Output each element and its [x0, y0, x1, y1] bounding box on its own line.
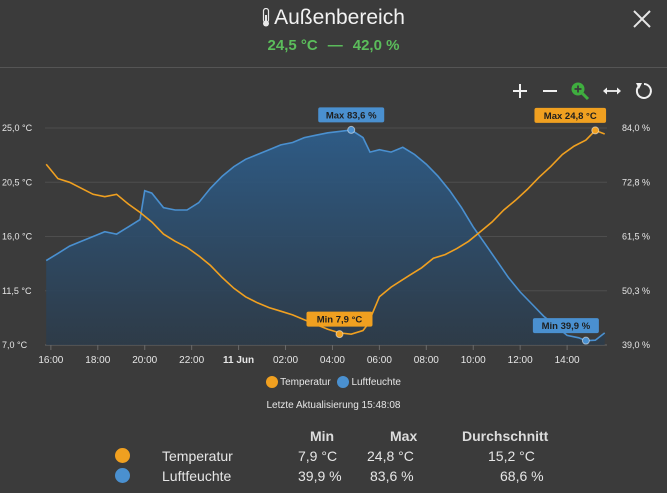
- header-divider: [0, 67, 667, 68]
- value-separator: —: [327, 37, 343, 54]
- pan-icon[interactable]: [601, 80, 623, 102]
- annotation-label: Max 83,6 %: [326, 110, 377, 121]
- history-chart[interactable]: 25,0 °C 20,5 °C 16,0 °C 11,5 °C 7,0 °C 84,0 …: [0, 104, 667, 374]
- stat-max-humidity: 83,6 %: [370, 468, 414, 484]
- humidity-line[interactable]: [45, 129, 606, 342]
- annotation-label: Min 7,9 °C: [317, 315, 363, 326]
- stat-avg-humidity: 68,6 %: [500, 468, 544, 484]
- close-icon[interactable]: [631, 8, 653, 30]
- legend-item-temperature[interactable]: Temperatur: [266, 376, 331, 388]
- annotation-box: [318, 107, 385, 123]
- right-tick-label: 61,5 %: [622, 232, 650, 242]
- left-tick-label: 11,5 °C: [2, 286, 32, 296]
- left-tick-label: 20,5 °C: [2, 177, 33, 187]
- stat-min-humidity: 39,9 %: [298, 468, 342, 484]
- header-min: Min: [310, 428, 335, 444]
- x-tick-label: 02:00: [273, 355, 298, 366]
- annotation-box: [532, 318, 599, 334]
- x-tick-label: 11 Jun: [223, 355, 254, 366]
- x-tick-label: 22:00: [179, 355, 204, 366]
- series-layer: [45, 129, 606, 345]
- temperature-dot-icon: [115, 448, 130, 463]
- humidity-dot-icon: [115, 468, 130, 483]
- right-tick-label: 84,0 %: [622, 123, 650, 133]
- x-tick-label: 16:00: [38, 355, 63, 366]
- zoom-in-icon[interactable]: [509, 80, 531, 102]
- annotations: Max 83,6 % Max 24,8 °C Min 7,9 °C Min 39,9 …: [306, 107, 607, 345]
- x-tick-label: 14:00: [555, 355, 580, 366]
- x-tick-label: 20:00: [132, 355, 157, 366]
- chart-toolbar: [509, 80, 659, 104]
- annotation-point: [581, 336, 590, 345]
- annotation-box: [306, 311, 373, 327]
- header-avg: Durchschnitt: [462, 428, 549, 444]
- x-tick-label: 10:00: [461, 355, 486, 366]
- x-axis: 16:00 18:00 20:00 22:00 11 Jun 02:00 04:00 06:0…: [38, 345, 580, 366]
- temperature-dot-icon: [266, 376, 279, 388]
- left-axis: 25,0 °C 20,5 °C 16,0 °C 11,5 °C 7,0 °C: [2, 123, 33, 350]
- current-temperature: 24,5 °C: [267, 37, 318, 54]
- left-tick-label: 7,0 °C: [2, 340, 28, 350]
- header-max: Max: [390, 428, 418, 444]
- annotation-point: [335, 330, 344, 339]
- right-axis: 84,0 % 72,8 % 61,5 % 50,3 % 39,0 %: [622, 123, 650, 350]
- zoom-out-icon[interactable]: [539, 80, 561, 102]
- right-tick-label: 39,0 %: [622, 340, 650, 350]
- stat-name-temperature: Temperatur: [162, 448, 233, 464]
- left-tick-label: 25,0 °C: [2, 123, 33, 133]
- x-tick-label: 06:00: [367, 355, 392, 366]
- thermometer-icon: [263, 8, 270, 27]
- legend-item-humidity[interactable]: Luftfeuchte: [337, 376, 401, 388]
- humidity-dot-icon: [337, 376, 350, 388]
- right-tick-label: 50,3 %: [622, 286, 650, 296]
- annotation-box: [534, 107, 607, 123]
- annotation-point: [347, 125, 356, 134]
- reset-zoom-icon[interactable]: [633, 80, 655, 102]
- chart-legend: Temperatur Luftfeuchte: [0, 376, 667, 391]
- dialog-header: Außenbereich 24,5 °C — 42,0 %: [0, 0, 667, 68]
- current-humidity: 42,0 %: [352, 37, 400, 54]
- zoom-selection-icon[interactable]: [569, 80, 591, 102]
- stat-min-temperature: 7,9 °C: [298, 448, 338, 464]
- stat-name-humidity: Luftfeuchte: [162, 468, 232, 484]
- right-tick-label: 72,8 %: [622, 177, 650, 187]
- x-tick-label: 12:00: [508, 355, 533, 366]
- legend-label-temperature: Temperatur: [280, 376, 331, 388]
- last-updated: Letzte Aktualisierung 15:48:08: [266, 400, 401, 411]
- dialog-title: Außenbereich: [0, 6, 667, 30]
- legend-label-humidity: Luftfeuchte: [351, 376, 401, 388]
- annotation-point: [591, 126, 600, 135]
- title-text: Außenbereich: [274, 6, 405, 29]
- annotation-label: Min 39,9 %: [542, 321, 591, 332]
- humidity-area: [46, 129, 605, 345]
- temperature-line[interactable]: [45, 129, 605, 336]
- x-tick-label: 18:00: [85, 355, 110, 366]
- annotation-label: Max 24,8 °C: [544, 111, 597, 122]
- left-tick-label: 16,0 °C: [2, 232, 33, 242]
- stat-max-temperature: 24,8 °C: [367, 448, 414, 464]
- x-tick-label: 04:00: [320, 355, 345, 366]
- x-tick-label: 08:00: [414, 355, 439, 366]
- stat-avg-temperature: 15,2 °C: [488, 448, 535, 464]
- current-values: 24,5 °C — 42,0 %: [0, 37, 667, 54]
